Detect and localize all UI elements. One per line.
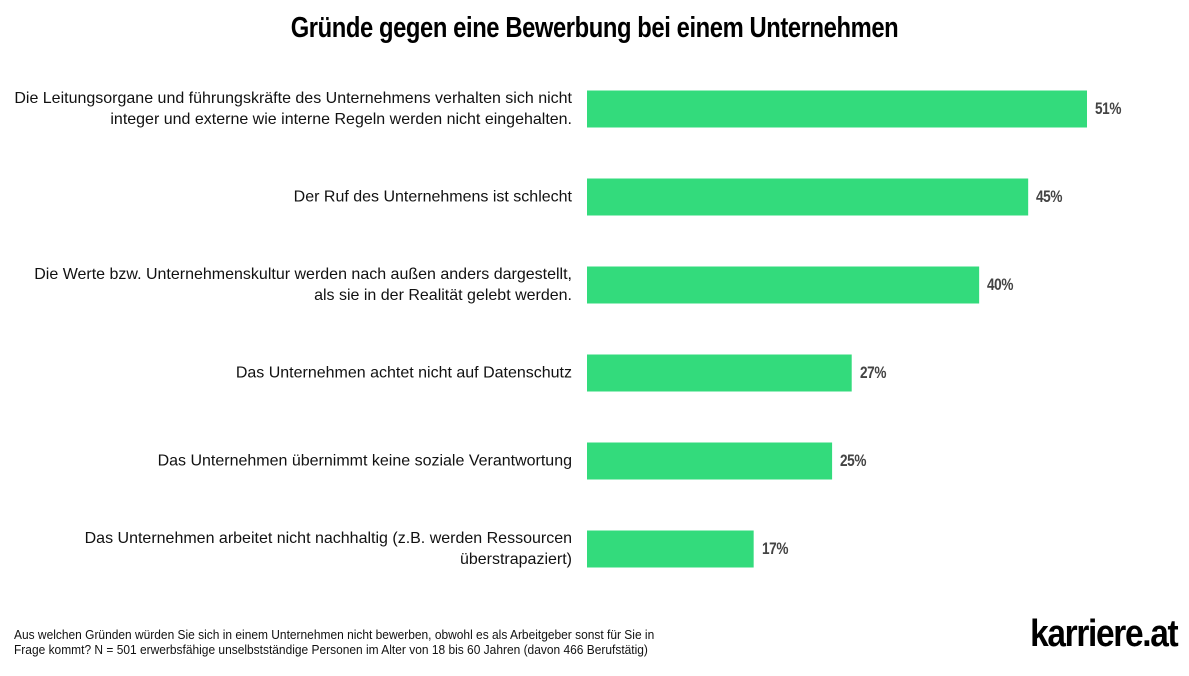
data-label: 27% xyxy=(859,363,886,382)
data-label: 25% xyxy=(840,451,867,470)
data-label: 17% xyxy=(761,539,788,558)
bar-1 xyxy=(587,178,1029,216)
category-label: Das Unternehmen übernimmt keine soziale … xyxy=(157,452,572,470)
category-label: Das Unternehmen arbeitet nicht nachhalti… xyxy=(84,530,572,568)
bar-4 xyxy=(587,442,833,480)
bar-5 xyxy=(587,530,754,568)
bar-2 xyxy=(587,266,980,304)
category-label: Die Leitungsorgane und führungskräfte de… xyxy=(14,90,572,128)
category-label: Der Ruf des Unternehmens ist schlecht xyxy=(293,188,572,206)
karriere-logo: karriere.at xyxy=(1029,613,1179,655)
data-label: 45% xyxy=(1036,187,1063,206)
data-label: 51% xyxy=(1095,99,1122,118)
footnote: Aus welchen Gründen würden Sie sich in e… xyxy=(14,627,655,657)
data-label: 40% xyxy=(987,275,1014,294)
chart-title: Gründe gegen eine Bewerbung bei einem Un… xyxy=(290,12,899,44)
category-label: Das Unternehmen achtet nicht auf Datensc… xyxy=(235,364,572,382)
bar-3 xyxy=(587,354,852,392)
category-label: Die Werte bzw. Unternehmenskultur werden… xyxy=(34,266,572,304)
bar-0 xyxy=(587,90,1087,128)
